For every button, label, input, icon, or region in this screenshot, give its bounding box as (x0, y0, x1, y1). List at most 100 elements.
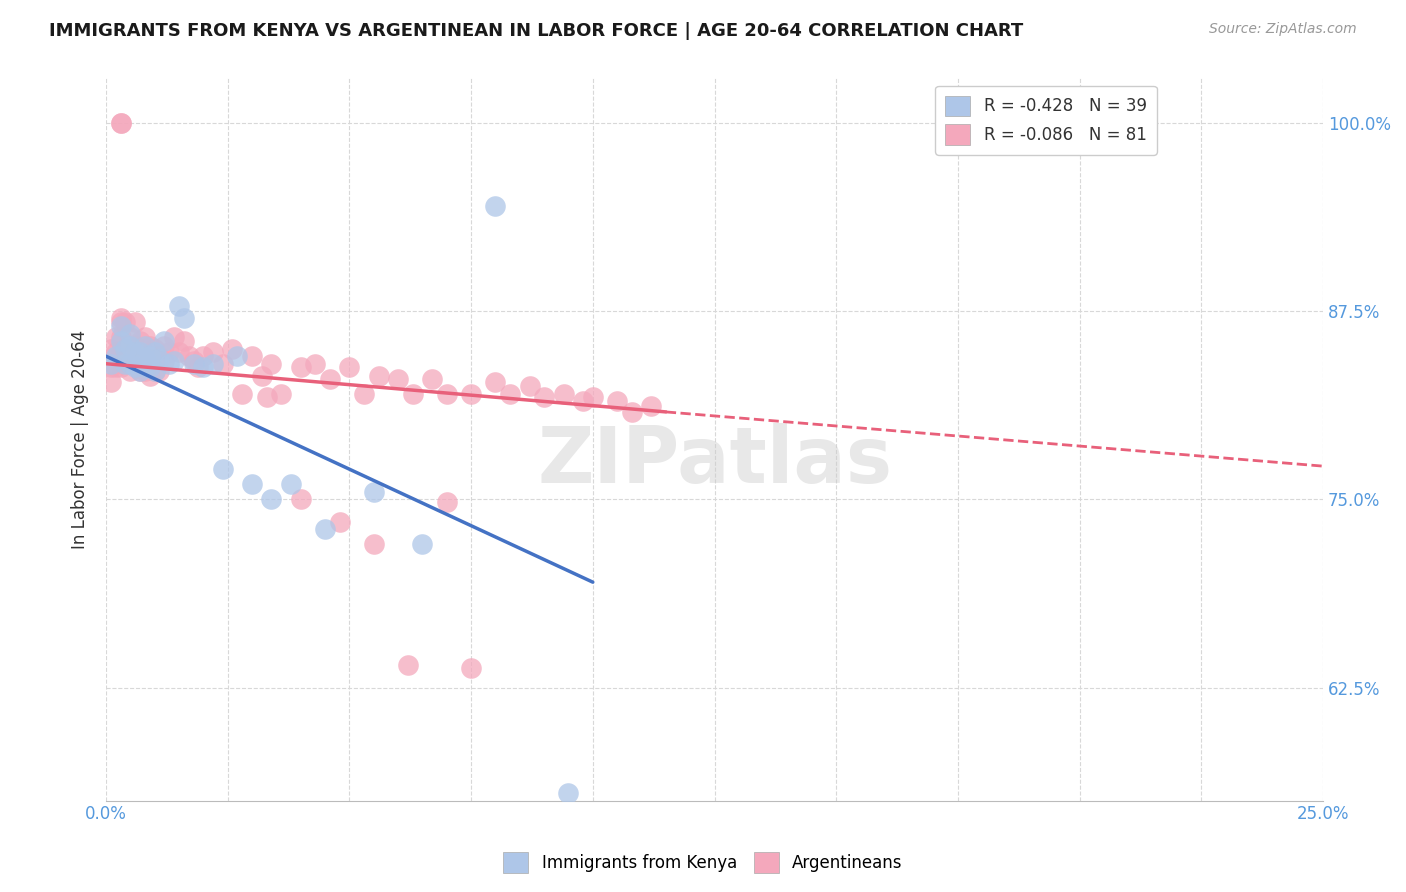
Point (211, 357, 233, 371)
Point (193, 359, 215, 374)
Point (148, 349, 170, 363)
Point (110, 329, 132, 343)
Point (143, 364, 166, 378)
Point (148, 364, 170, 378)
Point (114, 357, 136, 371)
Point (363, 484, 385, 499)
Point (411, 537, 433, 551)
Point (519, 379, 541, 393)
Point (129, 344, 152, 359)
Point (640, 399, 662, 413)
Point (110, 334, 132, 348)
Point (143, 342, 166, 356)
Point (124, 344, 146, 359)
Point (153, 338, 176, 352)
Point (120, 326, 142, 341)
Point (173, 311, 195, 326)
Text: ZIPatlas: ZIPatlas (537, 423, 891, 499)
Point (110, 344, 132, 359)
Point (104, 344, 127, 359)
Point (114, 314, 136, 328)
Point (110, 311, 132, 326)
Point (290, 492, 312, 507)
Point (420, 372, 443, 386)
Point (100, 359, 122, 374)
Point (460, 661, 482, 675)
Point (582, 390, 605, 404)
Point (153, 353, 176, 368)
Point (240, 477, 263, 491)
Point (231, 387, 253, 401)
Point (557, 786, 579, 800)
Y-axis label: In Labor Force | Age 20-64: In Labor Force | Age 20-64 (72, 329, 89, 549)
Point (256, 390, 278, 404)
Point (157, 344, 180, 359)
Text: Source: ZipAtlas.com: Source: ZipAtlas.com (1209, 22, 1357, 37)
Point (134, 352, 156, 367)
Point (387, 372, 409, 386)
Point (367, 368, 389, 383)
Point (240, 349, 263, 363)
Point (221, 342, 243, 356)
Point (329, 515, 352, 529)
Point (396, 658, 419, 673)
Point (533, 390, 555, 404)
Point (110, 115, 132, 129)
Point (363, 537, 385, 551)
Point (134, 329, 156, 343)
Point (138, 353, 160, 368)
Point (460, 387, 482, 401)
Point (484, 375, 506, 389)
Point (436, 387, 458, 401)
Point (484, 198, 506, 212)
Point (553, 387, 575, 401)
Point (183, 353, 205, 368)
Legend: Immigrants from Kenya, Argentineans: Immigrants from Kenya, Argentineans (496, 846, 910, 880)
Point (319, 372, 342, 386)
Point (129, 334, 152, 348)
Text: IMMIGRANTS FROM KENYA VS ARGENTINEAN IN LABOR FORCE | AGE 20-64 CORRELATION CHAR: IMMIGRANTS FROM KENYA VS ARGENTINEAN IN … (49, 22, 1024, 40)
Point (120, 357, 142, 371)
Point (270, 387, 292, 401)
Point (153, 334, 176, 348)
Point (337, 359, 360, 374)
Point (104, 359, 127, 374)
Point (120, 364, 142, 378)
Point (120, 329, 142, 343)
Point (104, 349, 127, 363)
Point (104, 329, 127, 343)
Point (100, 375, 122, 389)
Point (114, 357, 136, 371)
Point (134, 359, 156, 374)
Point (280, 477, 302, 491)
Point (167, 344, 190, 359)
Point (202, 357, 225, 371)
Point (134, 364, 156, 378)
Point (138, 359, 160, 374)
Point (138, 368, 160, 383)
Point (353, 387, 375, 401)
Point (606, 394, 628, 409)
Point (314, 523, 336, 537)
Point (100, 342, 122, 356)
Point (129, 364, 152, 378)
Point (157, 357, 180, 371)
Point (436, 495, 458, 509)
Point (110, 115, 132, 129)
Point (260, 357, 283, 371)
Point (110, 319, 132, 334)
Point (187, 359, 209, 374)
Point (401, 387, 423, 401)
Point (100, 357, 122, 371)
Point (114, 342, 136, 356)
Point (167, 300, 190, 314)
Point (110, 314, 132, 328)
Point (124, 359, 146, 374)
Point (202, 344, 225, 359)
Point (110, 359, 132, 374)
Point (173, 334, 195, 348)
Point (124, 314, 146, 328)
Point (620, 405, 643, 419)
Point (143, 364, 166, 378)
Point (211, 462, 233, 476)
